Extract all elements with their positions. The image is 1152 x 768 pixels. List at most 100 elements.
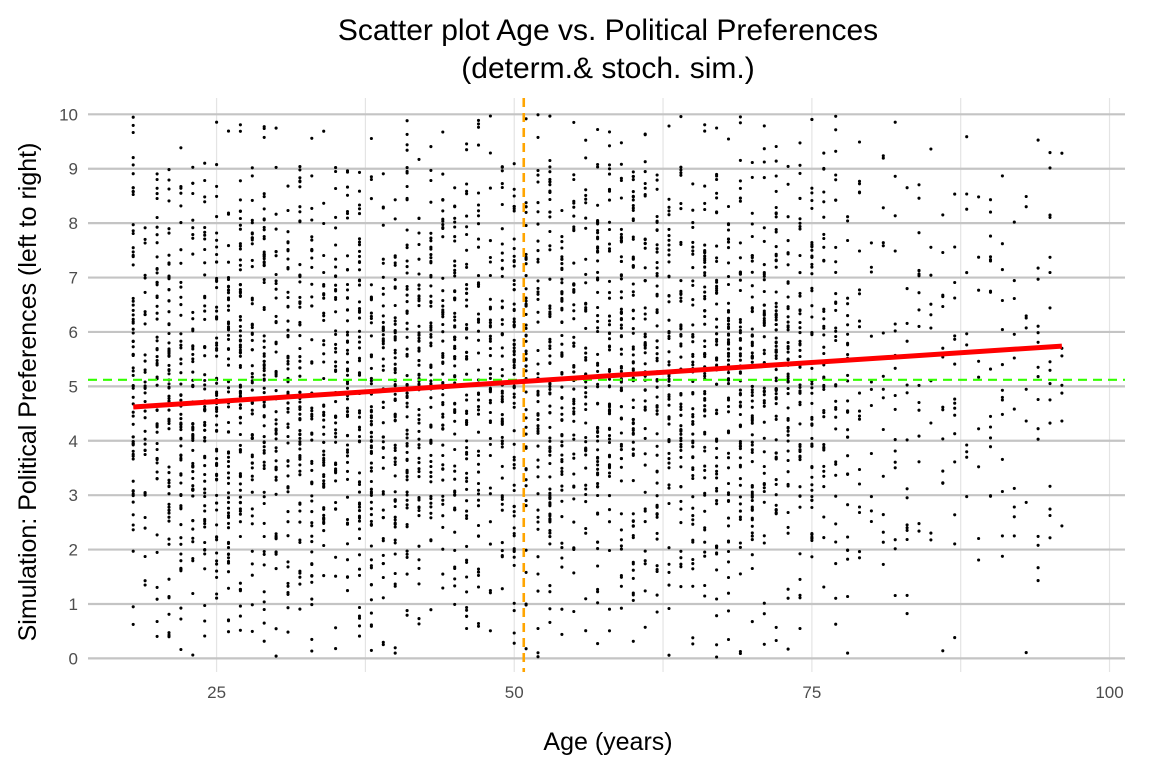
- data-point: [596, 165, 600, 169]
- data-point: [286, 406, 290, 411]
- data-point: [584, 466, 588, 470]
- data-point: [822, 317, 826, 321]
- data-point: [393, 538, 397, 542]
- data-point: [655, 324, 659, 328]
- data-point: [917, 408, 921, 412]
- data-point: [822, 245, 826, 249]
- data-point: [476, 488, 481, 492]
- data-point: [381, 539, 385, 543]
- data-point: [465, 189, 469, 193]
- data-point: [822, 215, 826, 219]
- data-point: [334, 283, 338, 287]
- data-point: [548, 461, 552, 466]
- data-point: [572, 317, 576, 321]
- data-point: [369, 487, 373, 491]
- data-point: [1012, 220, 1016, 224]
- data-point: [238, 244, 242, 248]
- data-point: [679, 499, 683, 503]
- data-point: [453, 289, 457, 293]
- data-point: [1012, 407, 1016, 411]
- data-point: [738, 346, 742, 350]
- data-point: [226, 511, 231, 515]
- data-point: [405, 310, 409, 314]
- data-point: [738, 572, 742, 576]
- data-point: [726, 228, 731, 232]
- data-point: [417, 324, 421, 328]
- data-point: [631, 576, 635, 580]
- data-point: [738, 444, 742, 448]
- data-point: [405, 470, 409, 474]
- data-point: [345, 450, 350, 454]
- data-point: [191, 329, 195, 333]
- data-point: [155, 271, 159, 275]
- data-point: [322, 479, 326, 483]
- data-point: [774, 482, 778, 486]
- data-point: [274, 449, 278, 453]
- data-point: [286, 295, 290, 300]
- data-point: [631, 427, 635, 431]
- data-point: [798, 320, 802, 325]
- data-point: [512, 549, 516, 554]
- data-point: [810, 555, 814, 559]
- data-point: [786, 315, 790, 319]
- data-point: [429, 480, 433, 484]
- data-point: [834, 462, 838, 466]
- data-point: [274, 627, 278, 631]
- data-point: [572, 205, 576, 209]
- data-point: [643, 246, 647, 250]
- data-point: [453, 506, 457, 510]
- data-point: [965, 332, 969, 336]
- data-point: [869, 519, 873, 524]
- data-point: [143, 448, 147, 452]
- data-point: [453, 344, 457, 348]
- data-point: [893, 174, 897, 178]
- data-point: [203, 383, 207, 387]
- data-point: [369, 414, 373, 418]
- data-point: [953, 513, 957, 517]
- data-point: [619, 442, 623, 446]
- data-point: [536, 286, 540, 290]
- data-point: [262, 451, 266, 455]
- data-point: [488, 307, 492, 311]
- data-point: [786, 439, 790, 443]
- data-point: [167, 382, 171, 386]
- data-point: [822, 167, 826, 171]
- data-point: [191, 476, 195, 480]
- data-point: [703, 273, 707, 277]
- data-point: [191, 344, 195, 348]
- data-point: [619, 323, 623, 327]
- data-point: [393, 319, 397, 323]
- data-point: [1048, 513, 1052, 518]
- data-point: [500, 400, 504, 404]
- data-point: [631, 347, 635, 351]
- data-point: [286, 208, 290, 213]
- data-point: [857, 391, 862, 395]
- data-point: [465, 182, 469, 186]
- data-point: [357, 605, 362, 610]
- data-point: [548, 277, 552, 281]
- data-point: [1012, 505, 1016, 509]
- data-point: [834, 415, 838, 419]
- data-point: [441, 209, 445, 213]
- data-point: [857, 510, 862, 515]
- data-point: [322, 129, 326, 133]
- data-point: [226, 586, 231, 590]
- data-point: [584, 309, 588, 313]
- data-point: [548, 531, 552, 535]
- data-point: [655, 593, 659, 597]
- data-point: [715, 437, 719, 441]
- data-point: [584, 531, 588, 535]
- data-point: [596, 482, 600, 486]
- data-point: [298, 300, 302, 304]
- data-point: [322, 376, 326, 381]
- data-point: [596, 305, 600, 310]
- data-point: [750, 254, 754, 258]
- data-point: [1048, 270, 1052, 275]
- data-point: [310, 256, 314, 260]
- data-point: [715, 210, 719, 214]
- data-point: [191, 226, 195, 230]
- data-point: [143, 385, 147, 390]
- data-point: [155, 317, 159, 321]
- data-point: [203, 247, 207, 252]
